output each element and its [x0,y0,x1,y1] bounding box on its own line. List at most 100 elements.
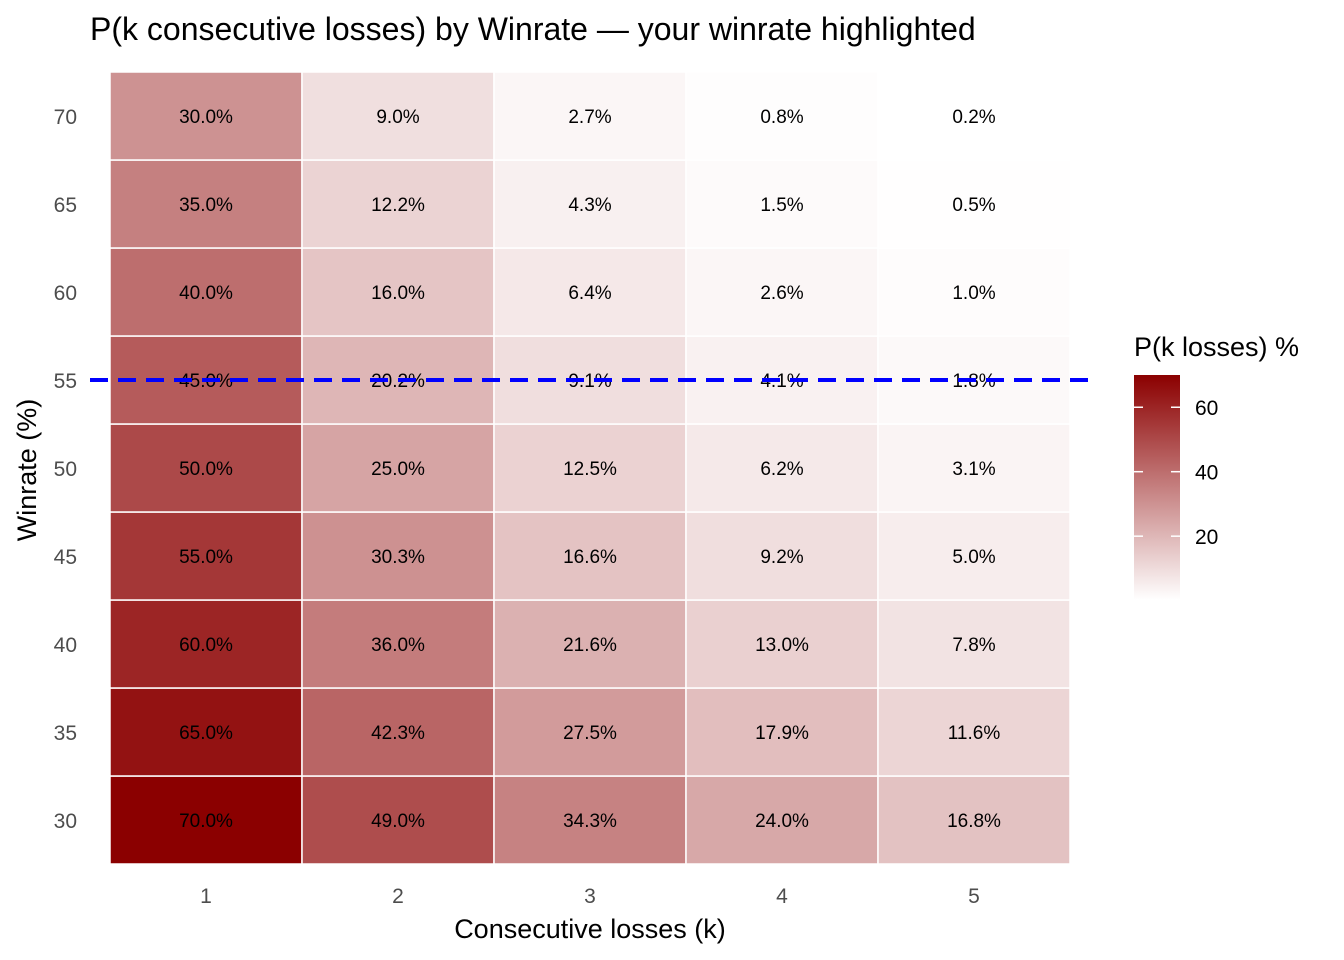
cell-value-label: 49.0% [371,811,425,832]
x-tick-label: 5 [968,885,980,908]
legend-tick-label: 40 [1195,462,1218,485]
cell-value-label: 55.0% [179,547,233,568]
legend-color-bar [1134,375,1180,600]
heatmap-cell [493,423,687,513]
cell-value-label: 16.8% [947,811,1001,832]
legend-tick-label: 20 [1195,526,1218,549]
x-axis-ticks: 1 2 3 4 5 [200,885,980,908]
cell-value-label: 0.8% [760,107,803,128]
cell-value-label: 9.2% [760,547,803,568]
cell-value-label: 0.5% [952,195,995,216]
cell-value-label: 3.1% [952,459,995,480]
heatmap-cell [877,71,1071,161]
heatmap-cell [685,511,879,601]
heatmap-cell [493,599,687,689]
heatmap-cell [493,511,687,601]
cell-value-label: 9.0% [376,107,419,128]
heatmap-cell [109,159,303,249]
heatmap-cell [685,687,879,777]
y-tick-label: 60 [54,282,77,305]
cell-value-label: 17.9% [755,723,809,744]
heatmap-cell [109,71,303,161]
cell-value-label: 11.6% [948,723,1001,744]
chart-title: P(k consecutive losses) by Winrate — you… [90,11,976,47]
cell-value-label: 9.1% [568,371,611,392]
cell-value-label: 36.0% [371,635,425,656]
heatmap-cell [493,159,687,249]
y-tick-label: 70 [54,106,77,129]
cell-value-label: 16.6% [563,547,617,568]
cell-value-label: 13.0% [755,635,809,656]
heatmap-cell-labels: 70.0% 49.0% 34.3% 24.0% 16.8% 65.0% 42.3% 27.5%… [179,107,1001,832]
x-tick-label: 4 [776,885,788,908]
heatmap-cell [685,247,879,337]
cell-value-label: 21.6% [563,635,617,656]
cell-value-label: 0.2% [952,107,995,128]
y-tick-label: 45 [54,546,77,569]
x-tick-label: 1 [200,885,212,908]
x-tick-label: 3 [584,885,596,908]
cell-value-label: 12.2% [371,195,425,216]
heatmap-cell [109,511,303,601]
heatmap-cell [301,159,495,249]
y-tick-label: 35 [54,722,77,745]
heatmap-cell [109,775,303,865]
heatmap-cell [685,775,879,865]
cell-value-label: 40.0% [179,283,233,304]
heatmap-cell [877,775,1071,865]
legend-ticks: 20 40 60 [1134,397,1218,549]
heatmap-cell [877,247,1071,337]
heatmap-cell [877,687,1071,777]
cell-value-label: 1.5% [760,195,803,216]
cell-value-label: 5.0% [952,547,995,568]
cell-value-label: 30.3% [371,547,425,568]
cell-value-label: 7.8% [952,635,995,656]
cell-value-label: 25.0% [371,459,425,480]
y-tick-label: 55 [54,370,77,393]
heatmap-cell [877,423,1071,513]
heatmap-cell [493,687,687,777]
cell-value-label: 12.5% [563,459,617,480]
cell-value-label: 1.0% [952,283,995,304]
legend-tick-label: 60 [1195,397,1218,420]
cell-value-label: 65.0% [179,723,233,744]
cell-value-label: 2.7% [568,107,611,128]
heatmap-cell [877,511,1071,601]
cell-value-label: 70.0% [179,811,233,832]
cell-value-label: 16.0% [371,283,425,304]
x-tick-label: 2 [392,885,404,908]
legend-title: P(k losses) % [1134,332,1299,362]
color-legend: P(k losses) % 20 40 60 [1134,332,1299,600]
y-axis-title: Winrate (%) [12,399,42,542]
heatmap-cell [109,423,303,513]
heatmap-cell [301,71,495,161]
cell-value-label: 30.0% [179,107,233,128]
cell-value-label: 34.3% [563,811,617,832]
cell-value-label: 4.1% [760,371,803,392]
y-tick-label: 50 [54,458,77,481]
cell-value-label: 50.0% [179,459,233,480]
y-tick-label: 40 [54,634,77,657]
x-axis-title: Consecutive losses (k) [454,914,726,944]
cell-value-label: 42.3% [371,723,425,744]
y-tick-label: 30 [54,810,77,833]
cell-value-label: 2.6% [760,283,803,304]
y-tick-label: 65 [54,194,77,217]
heatmap-cell [301,687,495,777]
y-axis-ticks: 30 35 40 45 50 55 60 65 70 [54,106,77,833]
cell-value-label: 6.2% [760,459,803,480]
cell-value-label: 27.5% [563,723,617,744]
heatmap-cell [109,687,303,777]
heatmap-cell [493,71,687,161]
cell-value-label: 4.3% [568,195,611,216]
heatmap-cell [301,775,495,865]
cell-value-label: 60.0% [179,635,233,656]
cell-value-label: 24.0% [755,811,809,832]
heatmap-cell [301,599,495,689]
heatmap-cell [877,159,1071,249]
heatmap-cell [877,599,1071,689]
heatmap-cell [301,511,495,601]
cell-value-label: 6.4% [568,283,611,304]
cell-value-label: 35.0% [179,195,233,216]
